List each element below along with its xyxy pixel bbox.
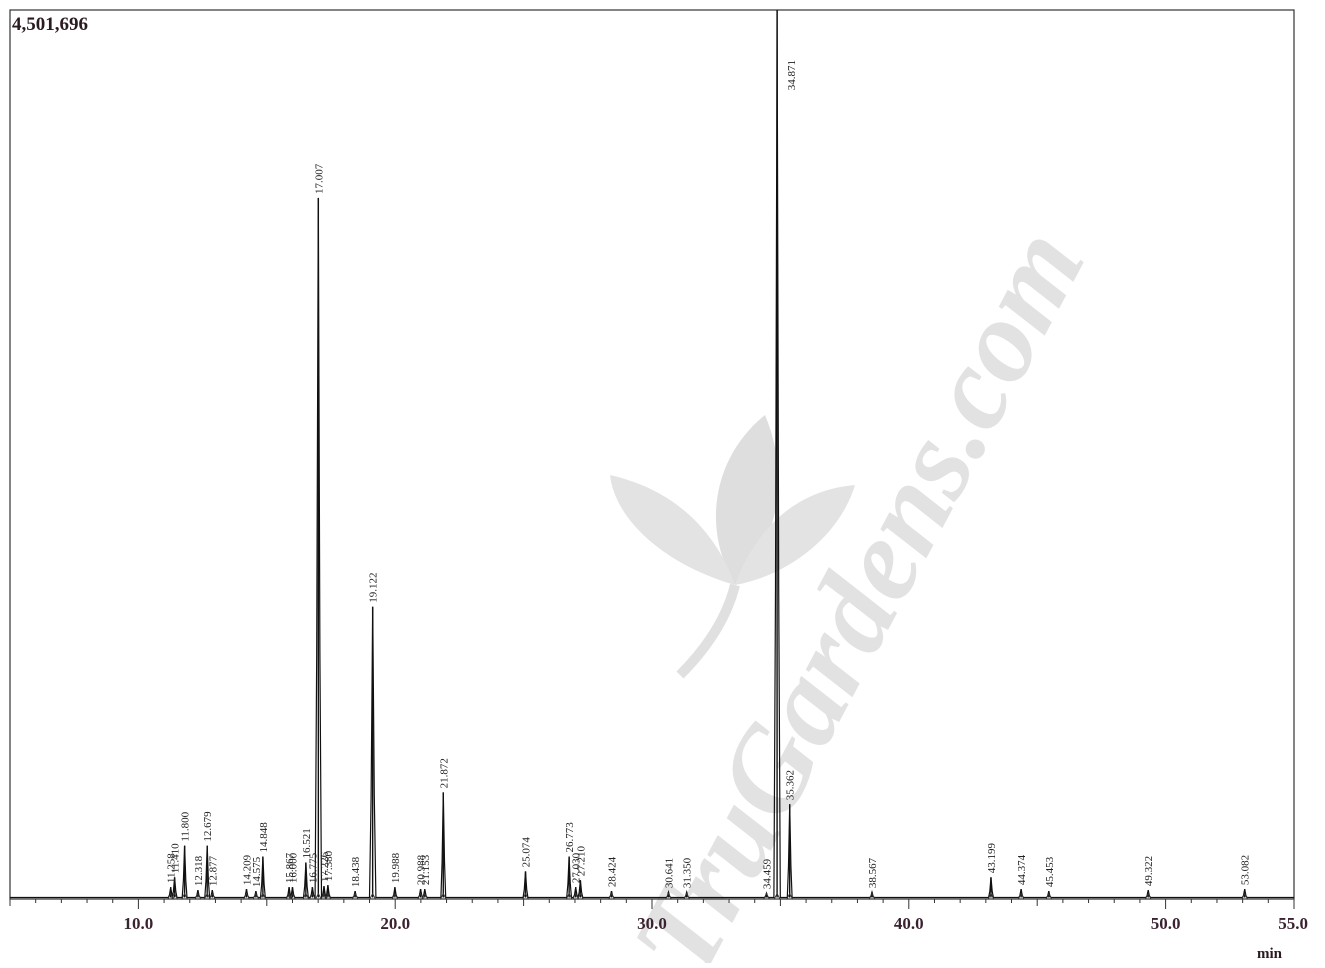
peak-baseline-marker	[576, 892, 584, 900]
peak-label: 53.082	[1240, 855, 1252, 885]
peak-label: 27.030	[571, 852, 583, 883]
peak-baseline-marker	[308, 892, 316, 900]
peak-label: 45.453	[1044, 856, 1056, 887]
peak-label: 35.362	[785, 770, 797, 800]
peak-label: 31.350	[682, 857, 694, 888]
peak-label: 11.800	[180, 811, 192, 841]
x-tick-label: 40.0	[894, 914, 924, 933]
peak-baseline-marker	[302, 892, 310, 900]
peak-label: 19.122	[368, 572, 380, 602]
peak-label: 14.575	[251, 856, 263, 887]
peak-label: 26.773	[564, 822, 576, 853]
peak-baseline-marker	[665, 892, 672, 900]
peak-baseline-marker	[1144, 892, 1152, 900]
peak-baseline-marker	[203, 892, 211, 900]
peak-baseline-marker	[259, 892, 267, 900]
peak-label: 25.074	[521, 837, 533, 868]
peak-label: 30.641	[663, 858, 675, 888]
peak-label: 20.988	[416, 854, 428, 885]
peak-label: 44.374	[1016, 854, 1028, 885]
peak-label: 21.153	[420, 854, 432, 885]
peak-baseline-marker	[1017, 892, 1025, 900]
peak-baseline-marker	[171, 892, 179, 900]
peak-label: 12.877	[207, 855, 219, 886]
peak-label: 15.867	[284, 852, 296, 883]
y-max-label: 4,501,696	[12, 14, 88, 35]
x-tick-label: 10.0	[124, 914, 154, 933]
x-tick-label: 20.0	[380, 914, 410, 933]
peak-baseline-marker	[439, 892, 447, 900]
x-tick-label: 55.0	[1278, 914, 1308, 933]
peak-label: 34.459	[762, 858, 774, 889]
peak-label: 16.775	[307, 852, 319, 883]
peak-baseline-marker	[285, 892, 293, 900]
peak-baseline-marker	[181, 892, 189, 900]
peak-baseline-marker	[786, 892, 794, 900]
peak-baseline-marker	[324, 892, 332, 900]
peak-label: 18.438	[350, 856, 362, 887]
peak-label: 17.226	[319, 851, 331, 882]
peak-label: 21.872	[438, 758, 450, 788]
peak-baseline-marker	[987, 892, 995, 900]
peak-label: 16.000	[287, 852, 299, 883]
peak-baseline-marker	[683, 892, 691, 900]
peak-baseline-marker	[868, 892, 876, 900]
plot-frame	[9, 9, 1295, 900]
peak-label: 27.210	[575, 845, 587, 876]
peak-baseline-marker	[391, 892, 399, 900]
x-unit-label: min	[1257, 946, 1283, 962]
peak-baseline-marker	[773, 892, 781, 900]
peak-label: 34.871	[786, 60, 798, 90]
peak-label: 14.209	[241, 854, 253, 885]
x-axis: 10.0 20.0 30.0 40.0 50.0 55.0	[9, 899, 1308, 933]
peak-baseline-marker	[208, 892, 216, 900]
peak-baseline-marker	[608, 892, 615, 900]
peak-baseline-marker	[763, 892, 770, 900]
chromatogram-trace	[10, 9, 1294, 899]
peak-baseline-marker	[565, 892, 573, 900]
peak-label: 12.679	[202, 811, 214, 842]
peak-label: 11.258	[166, 853, 178, 883]
peak-label: 43.199	[986, 843, 998, 874]
peak-label: 49.322	[1143, 856, 1155, 886]
peak-label: 17.007	[313, 163, 325, 194]
peak-baseline-marker	[1045, 892, 1053, 900]
x-tick-label: 50.0	[1151, 914, 1181, 933]
peak-baseline-marker	[252, 892, 260, 900]
peak-baseline-marker	[421, 892, 429, 900]
peak-baseline-marker	[194, 892, 202, 900]
watermark: TruGardens.com	[607, 207, 1110, 968]
peak-baseline-marker	[243, 892, 250, 900]
peak-label: 17.380	[323, 850, 335, 881]
peak-label: 38.567	[867, 857, 879, 888]
leaf-logo-icon	[610, 415, 855, 679]
peak-baseline-marker	[351, 892, 359, 900]
peak-baseline-marker	[314, 892, 322, 900]
peak-baseline-marker	[289, 892, 296, 900]
peak-baseline-marker	[572, 892, 580, 900]
peak-label: 14.848	[258, 822, 270, 853]
peak-baseline-marker	[369, 892, 377, 900]
peak-label: 12.318	[193, 855, 205, 886]
x-tick-label: 30.0	[637, 914, 667, 933]
peak-label: 28.424	[607, 856, 619, 887]
peak-label: 19.988	[390, 852, 402, 883]
peak-baseline-marker	[522, 892, 529, 900]
peak-label: 16.521	[301, 828, 313, 858]
watermark-text: TruGardens.com	[607, 207, 1110, 963]
peak-label: 11.410	[170, 843, 182, 873]
peak-baseline-marker	[1241, 892, 1249, 900]
trace-layer	[10, 9, 1294, 900]
